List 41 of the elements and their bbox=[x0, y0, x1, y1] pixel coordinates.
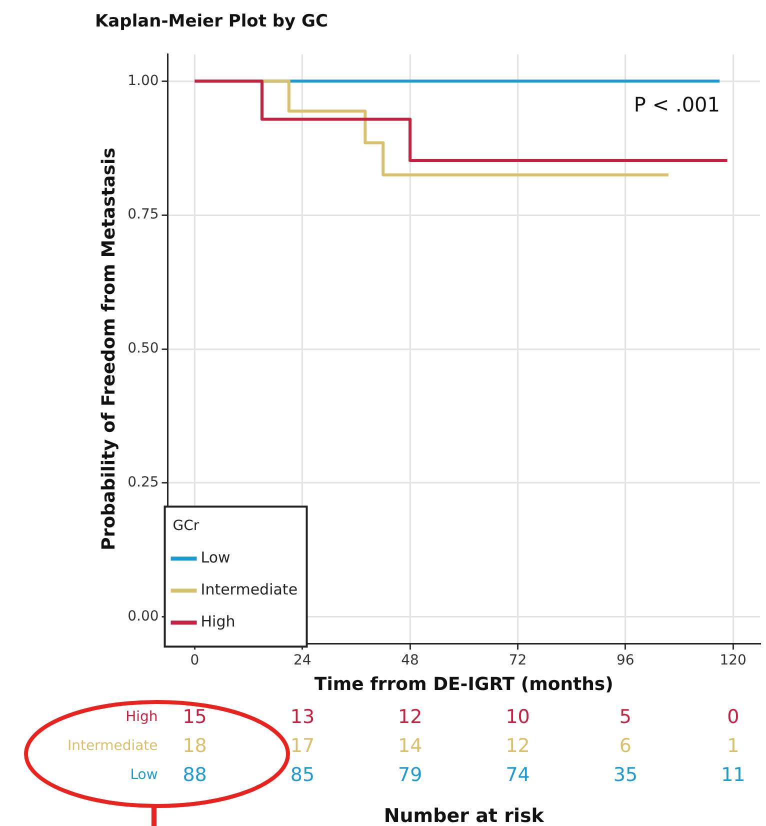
chart-title: Kaplan-Meier Plot by GC bbox=[95, 12, 328, 32]
legend-label: High bbox=[200, 612, 236, 630]
x-tick-label: 120 bbox=[720, 652, 746, 669]
text: 13 bbox=[290, 706, 315, 728]
text: 88 bbox=[182, 764, 207, 786]
legend-label: Intermediate bbox=[200, 580, 298, 598]
text: 10 bbox=[506, 706, 530, 728]
text: Number at risk bbox=[384, 805, 544, 826]
text: 85 bbox=[290, 764, 315, 786]
text: 74 bbox=[506, 764, 530, 786]
text: 12 bbox=[398, 706, 422, 728]
text: 12 bbox=[506, 735, 530, 757]
x-tick-label: 48 bbox=[401, 652, 419, 669]
text: 35 bbox=[613, 764, 638, 786]
text: 79 bbox=[398, 764, 422, 786]
x-tick-label: 24 bbox=[293, 652, 312, 669]
legend-title: GCr bbox=[172, 518, 200, 534]
x-tick-label: 72 bbox=[508, 652, 527, 669]
y-tick-label: 0.75 bbox=[128, 206, 159, 223]
text: Low bbox=[130, 767, 158, 783]
annotation: P < .001 bbox=[634, 92, 720, 117]
text: 11 bbox=[721, 764, 746, 786]
text: 14 bbox=[398, 735, 422, 757]
y-axis-title: Probability of Freedom from Metastasis bbox=[98, 148, 120, 550]
text: High bbox=[126, 709, 158, 725]
y-tick-label: 1.00 bbox=[128, 72, 159, 89]
text: 17 bbox=[290, 735, 315, 757]
y-tick-label: 0.00 bbox=[128, 608, 159, 624]
text: 6 bbox=[619, 735, 632, 757]
text: 1 bbox=[727, 735, 740, 757]
y-tick-label: 0.50 bbox=[128, 340, 159, 357]
x-axis-title: Time frrom DE-IGRT (months) bbox=[314, 674, 614, 695]
x-tick-label: 0 bbox=[190, 652, 200, 669]
text: 0 bbox=[727, 706, 740, 728]
legend-label: Low bbox=[200, 548, 230, 566]
text: 15 bbox=[182, 706, 207, 728]
text: Intermediate bbox=[67, 738, 158, 754]
text: 18 bbox=[182, 735, 207, 757]
y-tick-label: 0.25 bbox=[128, 474, 159, 491]
x-tick-label: 96 bbox=[616, 652, 634, 669]
text: 5 bbox=[619, 706, 632, 728]
